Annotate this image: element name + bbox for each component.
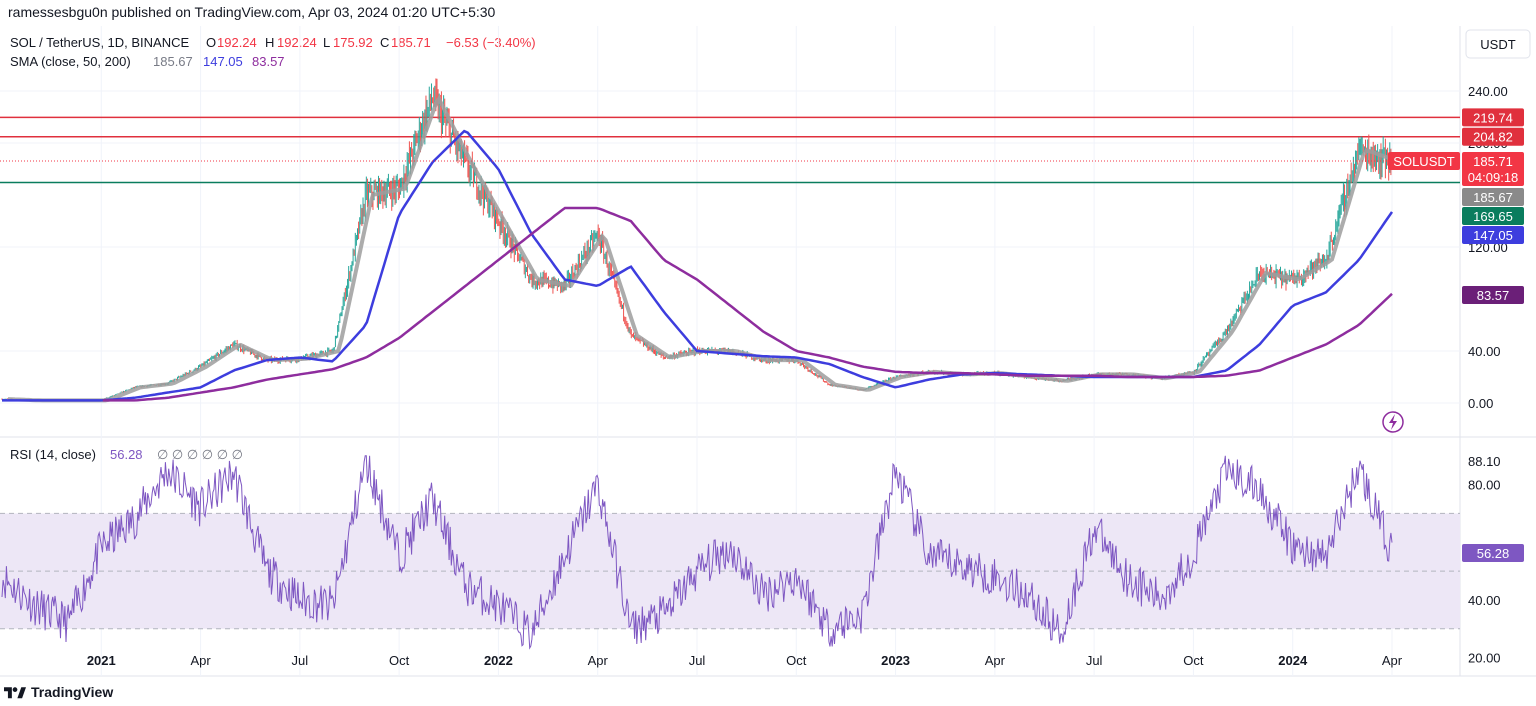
time-tick-label: 2024 — [1278, 653, 1308, 668]
svg-text:O: O — [206, 35, 216, 50]
rsi-legend: RSI (14, close) 56.28 ∅ ∅ ∅ ∅ ∅ ∅ — [10, 447, 243, 462]
time-axis: 2021 Apr Jul Oct 2022 Apr Jul Oct 2023 Apr Jul Oct 2… — [87, 653, 1403, 668]
rsi-tick-label: 40.00 — [1468, 593, 1501, 608]
sma-50-label: 147.05 — [1462, 226, 1524, 244]
sma-200-line — [102, 206, 1393, 402]
rsi-title[interactable]: RSI (14, close) — [10, 447, 96, 462]
svg-text:219.74: 219.74 — [1473, 110, 1513, 125]
publish-info: ramessesbgu0n published on TradingView.c… — [8, 4, 496, 20]
svg-text:−6.53 (−3.40%): −6.53 (−3.40%) — [446, 35, 536, 50]
rsi-tick-label: 20.00 — [1468, 651, 1501, 666]
resistance-2-label: 204.82 — [1462, 127, 1524, 146]
tradingview-logo-icon — [4, 687, 26, 699]
svg-text:147.05: 147.05 — [1473, 228, 1513, 243]
rsi-pane[interactable] — [0, 455, 1460, 650]
time-tick-label: Apr — [985, 653, 1006, 668]
svg-text:83.57: 83.57 — [252, 54, 285, 69]
svg-text:185.71: 185.71 — [391, 35, 431, 50]
support-label: 169.65 — [1462, 207, 1524, 225]
time-tick-label: Jul — [689, 653, 706, 668]
svg-text:192.24: 192.24 — [217, 35, 257, 50]
time-tick-label: Apr — [588, 653, 609, 668]
svg-text:204.82: 204.82 — [1473, 130, 1513, 145]
rsi-current-value: 56.28 — [110, 447, 143, 462]
currency-button[interactable]: USDT — [1465, 29, 1531, 59]
symbol-legend: SOL / TetherUS, 1D, BINANCE O 192.24 H 1… — [10, 35, 536, 69]
time-tick-label: Oct — [1183, 653, 1204, 668]
resistance-1-label: 219.74 — [1462, 108, 1524, 127]
time-tick-label: Oct — [786, 653, 807, 668]
svg-text:USDT: USDT — [1480, 37, 1515, 52]
svg-text:185.71: 185.71 — [1473, 154, 1513, 169]
svg-text:L: L — [323, 35, 330, 50]
time-tick-label: Apr — [1382, 653, 1403, 668]
svg-text:83.57: 83.57 — [1477, 288, 1510, 303]
time-tick-label: Jul — [292, 653, 309, 668]
time-tick-label: 2021 — [87, 653, 116, 668]
footer-brand-label: TradingView — [31, 684, 114, 700]
time-tick-label: Jul — [1086, 653, 1103, 668]
svg-text:H: H — [265, 35, 274, 50]
rsi-hidden-values: ∅ ∅ ∅ ∅ ∅ ∅ — [157, 447, 243, 462]
rsi-tick-label: 80.00 — [1468, 478, 1501, 493]
svg-text:185.67: 185.67 — [153, 54, 193, 69]
svg-text:147.05: 147.05 — [203, 54, 243, 69]
price-levels — [0, 116, 1460, 184]
rsi-value-label: 56.28 — [1462, 543, 1524, 562]
svg-text:56.28: 56.28 — [1477, 546, 1510, 561]
sma-200-label: 83.57 — [1462, 286, 1524, 304]
sma-legend[interactable]: SMA (close, 50, 200) — [10, 54, 131, 69]
price-grid — [0, 26, 1460, 676]
price-tick-label: 40.00 — [1468, 344, 1501, 359]
time-tick-label: 2022 — [484, 653, 513, 668]
alert-icon[interactable] — [1382, 411, 1404, 433]
bar-countdown: 04:09:18 — [1468, 170, 1519, 185]
price-tick-label: 240.00 — [1468, 84, 1508, 99]
time-tick-label: Apr — [190, 653, 211, 668]
price-tick-label: 0.00 — [1468, 396, 1493, 411]
svg-text:185.67: 185.67 — [1473, 190, 1513, 205]
sma-close-label: 185.67 — [1462, 188, 1524, 206]
time-tick-label: 2023 — [881, 653, 910, 668]
footer-brand: TradingView — [4, 684, 113, 700]
symbol-tag: SOLUSDT — [1388, 152, 1460, 170]
svg-text:C: C — [380, 35, 389, 50]
svg-text:SOLUSDT: SOLUSDT — [1393, 154, 1454, 169]
svg-text:169.65: 169.65 — [1473, 209, 1513, 224]
symbol-title[interactable]: SOL / TetherUS, 1D, BINANCE — [10, 35, 190, 50]
time-tick-label: Oct — [389, 653, 410, 668]
svg-text:192.24: 192.24 — [277, 35, 317, 50]
rsi-tick-label: 88.10 — [1468, 454, 1501, 469]
svg-text:175.92: 175.92 — [333, 35, 373, 50]
rsi-line — [1, 455, 1393, 650]
